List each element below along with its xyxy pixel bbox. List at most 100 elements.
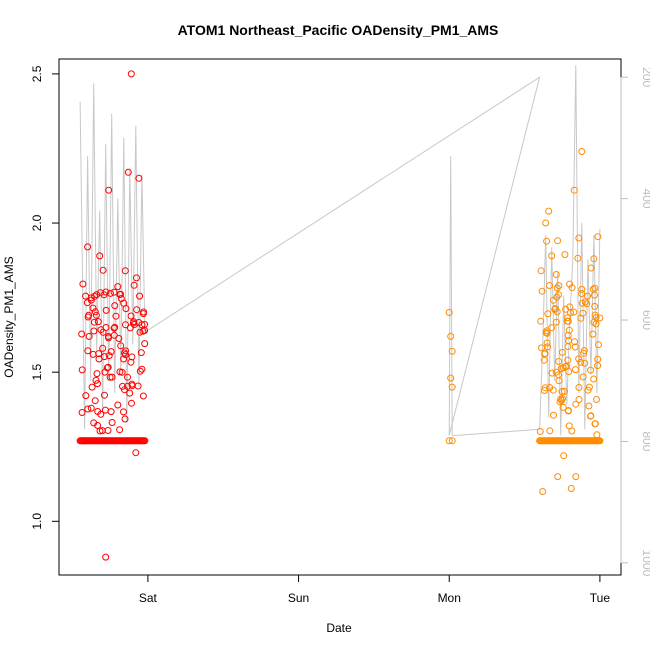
data-point [132,449,140,457]
data-point [537,267,545,275]
data-point [133,274,140,282]
data-point [117,295,125,302]
data-point [107,408,115,416]
data-point [558,397,566,404]
data-point [589,330,597,338]
data-point [91,292,99,300]
data-point [82,392,90,400]
data-point [564,356,572,364]
data-point [84,313,92,321]
data-point [448,347,456,355]
data-point [591,302,599,310]
data-point [555,358,563,365]
data-point [90,318,98,326]
data-point [111,302,119,310]
data-point [447,332,455,340]
data-point [594,355,602,363]
data-point [114,283,122,291]
data-point [590,255,598,263]
data-point [126,389,134,397]
x-tick-label: Mon [438,591,461,605]
data-point [575,384,583,391]
data-point [548,324,556,332]
data-point [94,380,101,388]
data-point [99,344,107,352]
data-point [537,317,545,325]
data-point [81,437,89,445]
data-point [563,317,571,325]
data-point [558,388,566,396]
data-point [556,398,564,406]
data-point [542,219,550,227]
data-point [543,339,551,347]
data-point [135,174,143,182]
data-point [578,148,586,155]
data-point [128,353,136,361]
data-point [102,306,110,314]
data-point [591,420,599,428]
data-point [578,299,586,307]
y-tick-label: 1.0 [30,513,44,530]
data-point [135,319,143,326]
data-point [84,347,92,355]
data-point [78,330,86,338]
data-point [585,383,593,391]
data-point [553,293,561,301]
data-point [546,427,554,435]
data-point [445,437,453,445]
data-point [106,289,114,297]
data-point [590,375,598,383]
data-point [575,234,583,242]
data-point [585,402,593,410]
data-point [105,186,113,194]
data-point [540,356,548,364]
data-point [559,403,567,411]
data-point [124,382,131,390]
data-point [538,344,545,352]
data-point [136,367,144,375]
data-point [578,285,586,293]
data-point [115,335,123,342]
y2-axis: 200 400 600 800 1000 [620,67,650,577]
data-point [127,70,135,78]
data-point [568,284,576,292]
data-point [121,415,129,423]
data-point [565,326,573,334]
data-point [117,342,125,350]
data-point [141,340,149,348]
data-point [445,309,453,316]
data-point [105,352,113,360]
y-axis: 1.0 1.5 2.0 2.5 [30,65,60,530]
data-point [574,254,582,262]
data-point [564,331,572,339]
data-point [575,355,583,363]
y2-tick-label: 1000 [640,550,650,577]
data-point [136,328,144,336]
data-point [594,233,602,241]
y2-tick-label: 800 [640,431,650,451]
data-point [565,422,573,430]
data-point [91,308,99,316]
data-point [541,384,549,392]
data-point [124,373,131,381]
data-point [584,386,592,394]
data-point [114,401,122,409]
data-point [90,327,98,335]
data-point [567,485,575,492]
data-point [116,426,124,434]
data-point [126,324,134,332]
points-layer [76,70,604,561]
data-point [110,324,118,332]
data-point [93,291,101,299]
data-point [564,407,572,415]
data-point [539,488,547,495]
data-point [546,282,553,289]
data-point [84,405,92,413]
data-point [587,264,595,272]
y-tick-label: 1.5 [30,364,44,381]
data-point [108,373,116,381]
data-point [593,431,601,439]
data-point [541,350,549,357]
data-point [82,292,90,300]
data-point [549,386,557,394]
